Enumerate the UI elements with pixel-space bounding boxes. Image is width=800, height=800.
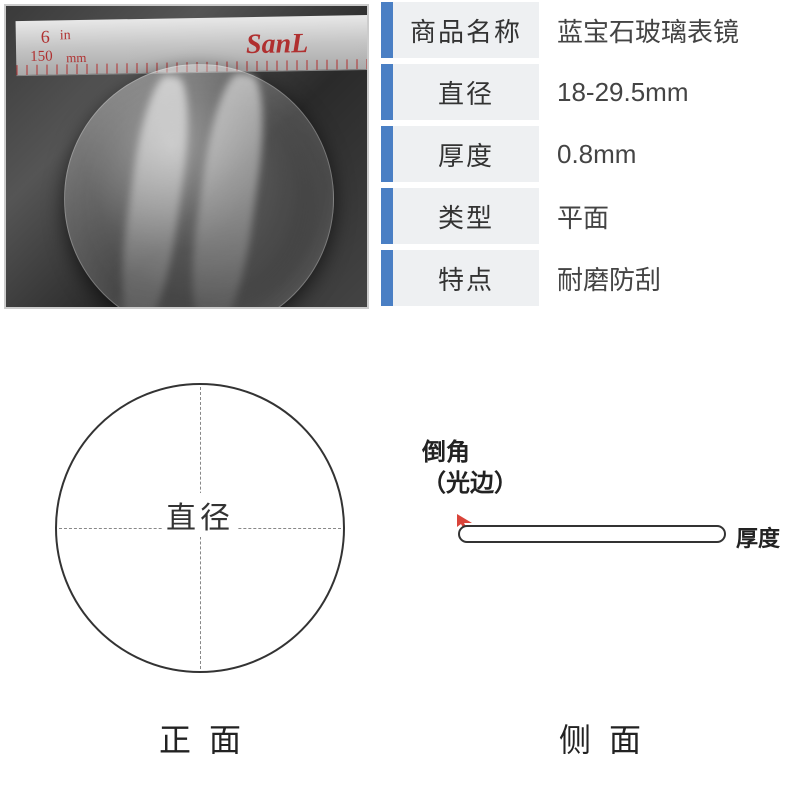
- spec-value: 平面: [539, 188, 800, 244]
- front-caption: 正面: [141, 715, 259, 761]
- side-profile-rect: [458, 525, 726, 543]
- thickness-label: 厚度: [736, 521, 780, 553]
- spec-row: 直径 18-29.5mm: [381, 64, 800, 120]
- glass-disc-photo: [64, 64, 334, 309]
- spec-row: 特点 耐磨防刮: [381, 250, 800, 306]
- spec-accent-bar: [381, 250, 393, 306]
- front-circle-wrap: 直径: [55, 383, 345, 673]
- spec-value: 耐磨防刮: [539, 250, 800, 306]
- spec-row: 商品名称 蓝宝石玻璃表镜: [381, 2, 800, 58]
- spec-label: 商品名称: [393, 2, 539, 58]
- spec-value: 0.8mm: [539, 126, 800, 182]
- spec-accent-bar: [381, 188, 393, 244]
- spec-row: 类型 平面: [381, 188, 800, 244]
- spec-table: 商品名称 蓝宝石玻璃表镜 直径 18-29.5mm 厚度 0.8mm 类型 平面…: [373, 0, 800, 313]
- diagram-section: 直径 正面 倒角 （光边） 厚度 侧面: [0, 313, 800, 761]
- chamfer-label-line2: （光边）: [422, 470, 518, 497]
- diagram-front: 直径 正面: [0, 383, 400, 761]
- ruler-brand: SanL: [246, 28, 309, 61]
- top-section: 150 mm SanL 商品名称 蓝宝石玻璃表镜 直径 18-29.5mm 厚度…: [0, 0, 800, 313]
- spec-value: 蓝宝石玻璃表镜: [539, 2, 800, 58]
- spec-value: 18-29.5mm: [539, 64, 800, 120]
- diameter-label: 直径: [162, 493, 238, 537]
- product-photo: 150 mm SanL: [4, 4, 369, 309]
- side-content: 倒角 （光边） 厚度: [420, 383, 780, 673]
- side-caption: 侧面: [541, 715, 659, 761]
- spec-row: 厚度 0.8mm: [381, 126, 800, 182]
- spec-label: 直径: [393, 64, 539, 120]
- spec-label: 类型: [393, 188, 539, 244]
- ruler-mm-mark: 150: [30, 49, 53, 66]
- diagram-side: 倒角 （光边） 厚度 侧面: [400, 383, 800, 761]
- spec-accent-bar: [381, 126, 393, 182]
- spec-label: 厚度: [393, 126, 539, 182]
- chamfer-label-line1: 倒角: [422, 439, 470, 466]
- spec-accent-bar: [381, 64, 393, 120]
- spec-accent-bar: [381, 2, 393, 58]
- chamfer-label: 倒角 （光边）: [422, 437, 518, 499]
- spec-label: 特点: [393, 250, 539, 306]
